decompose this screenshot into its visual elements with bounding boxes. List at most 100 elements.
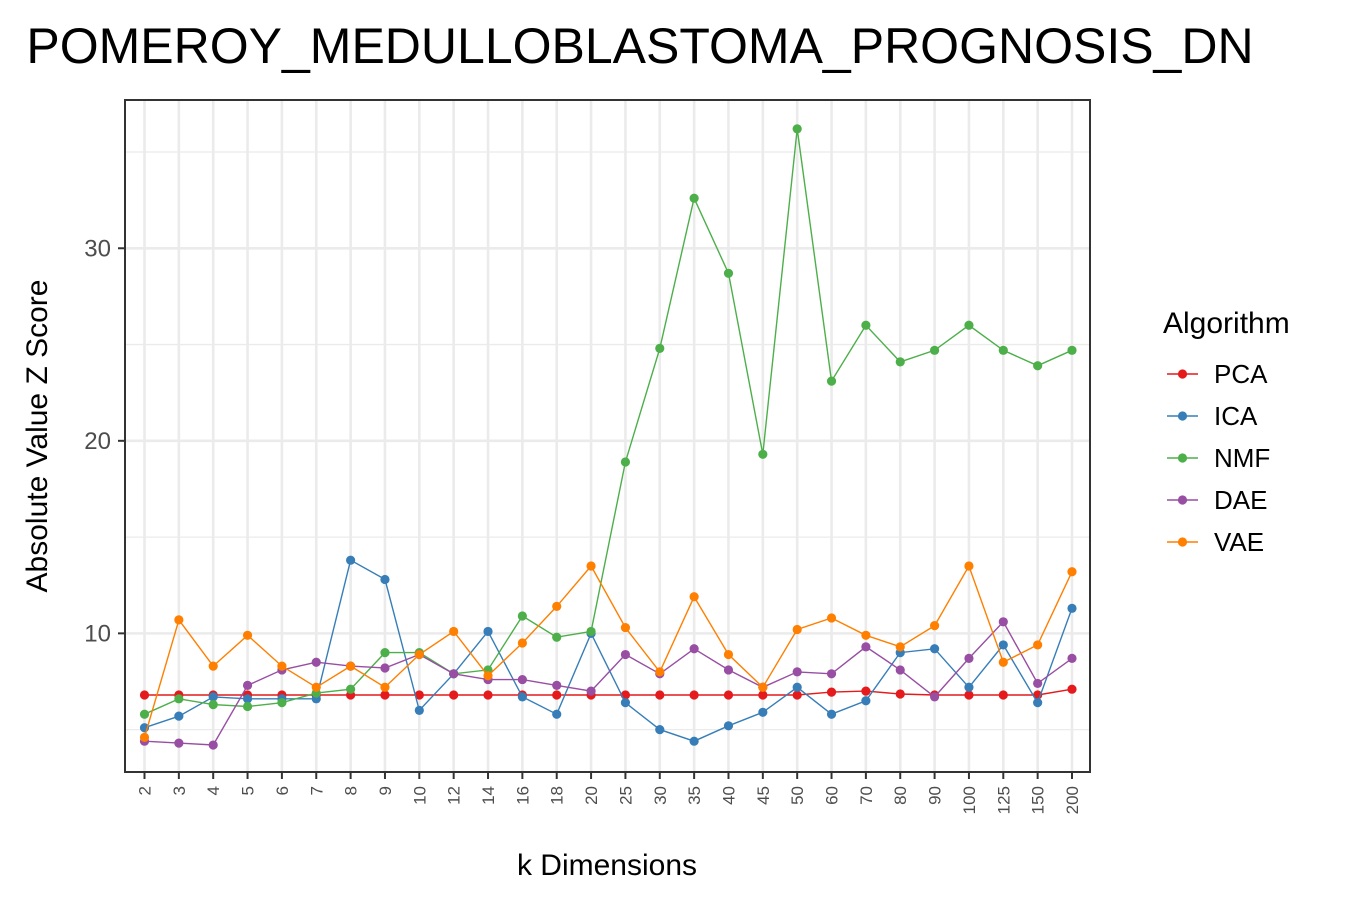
data-point-dae — [929, 692, 940, 702]
data-point-vae — [517, 638, 527, 648]
data-point-ica — [552, 709, 562, 719]
data-point-ica — [964, 682, 974, 692]
data-point-vae — [758, 682, 768, 692]
data-point-dae — [174, 738, 184, 748]
data-point-vae — [208, 661, 218, 671]
data-point-vae — [174, 615, 184, 625]
data-point-pca — [414, 690, 424, 700]
x-tick-label: 14 — [479, 786, 498, 805]
data-point-dae — [964, 653, 974, 663]
series-line-nmf — [144, 128, 1073, 715]
data-point-dae — [586, 686, 596, 696]
data-point-dae — [792, 667, 802, 677]
data-point-ica — [1033, 698, 1043, 708]
data-point-pca — [723, 690, 734, 700]
data-point-vae — [242, 630, 253, 640]
data-point-pca — [449, 690, 459, 700]
x-tick-label: 60 — [823, 786, 842, 805]
data-point-vae — [1067, 567, 1077, 577]
data-point-dae — [826, 669, 837, 679]
x-tick-label: 2 — [136, 786, 155, 795]
data-point-vae — [723, 649, 734, 660]
x-tick-label: 6 — [273, 786, 292, 795]
x-tick-label: 5 — [239, 786, 258, 795]
data-point-vae — [139, 732, 150, 742]
series-vae — [139, 561, 1077, 742]
data-point-dae — [689, 644, 699, 654]
x-tick-label: 12 — [445, 786, 464, 805]
data-point-dae — [380, 663, 390, 673]
data-point-vae — [346, 661, 356, 671]
x-tick-label: 40 — [719, 786, 738, 805]
x-tick-label: 10 — [410, 786, 429, 805]
data-point-ica — [483, 626, 493, 637]
data-point-vae — [380, 682, 390, 692]
data-point-vae — [277, 661, 287, 671]
data-point-ica — [174, 711, 184, 721]
y-tick-label: 20 — [84, 428, 111, 455]
data-point-pca — [1067, 684, 1077, 694]
data-point-nmf — [174, 694, 184, 704]
data-point-nmf — [895, 357, 905, 367]
data-point-nmf — [689, 193, 699, 203]
data-point-nmf — [277, 698, 287, 708]
data-point-dae — [449, 669, 459, 679]
data-point-pca — [689, 690, 699, 700]
x-tick-label: 70 — [857, 786, 876, 805]
data-point-dae — [1033, 678, 1043, 689]
data-point-nmf — [208, 700, 218, 710]
data-point-dae — [861, 642, 871, 652]
x-tick-label: 150 — [1029, 786, 1048, 814]
data-point-ica — [723, 721, 734, 731]
data-point-dae — [311, 657, 321, 667]
data-point-ica — [792, 682, 802, 692]
data-point-dae — [895, 665, 905, 675]
data-point-vae — [998, 657, 1008, 667]
data-point-vae — [1033, 640, 1043, 650]
data-point-vae — [895, 642, 905, 652]
data-point-ica — [242, 694, 253, 704]
data-point-pca — [655, 690, 665, 700]
data-point-nmf — [586, 626, 596, 637]
data-point-vae — [586, 561, 596, 571]
legend-swatch-point — [1177, 495, 1188, 505]
data-point-vae — [620, 622, 631, 633]
x-tick-label: 18 — [548, 786, 567, 805]
data-point-pca — [139, 690, 150, 700]
data-point-dae — [552, 680, 562, 690]
data-point-pca — [483, 690, 493, 700]
legend-item-ica: ICA — [1167, 401, 1258, 431]
legend-label: NMF — [1214, 443, 1270, 473]
data-point-ica — [929, 644, 940, 654]
data-point-nmf — [964, 320, 974, 330]
data-point-pca — [758, 690, 768, 700]
data-point-vae — [861, 630, 871, 640]
x-tick-label: 50 — [788, 786, 807, 805]
data-point-pca — [792, 690, 802, 700]
data-point-ica — [826, 709, 837, 719]
x-tick-label: 35 — [685, 786, 704, 805]
x-tick-label: 90 — [926, 786, 945, 805]
y-tick-label: 30 — [84, 235, 111, 262]
data-point-ica — [655, 725, 665, 735]
series-line-pca — [144, 688, 1073, 696]
data-point-pca — [826, 687, 837, 697]
data-point-dae — [517, 674, 527, 685]
legend-item-vae: VAE — [1167, 527, 1264, 557]
chart-title: POMEROY_MEDULLOBLASTOMA_PROGNOSIS_DN — [26, 18, 1253, 74]
x-tick-label: 8 — [342, 786, 361, 795]
data-point-dae — [1067, 653, 1077, 663]
data-point-nmf — [929, 345, 940, 355]
data-point-pca — [861, 686, 871, 696]
data-point-nmf — [242, 701, 253, 712]
plot-series — [139, 124, 1077, 750]
legend-swatch-point — [1177, 411, 1188, 421]
legend-swatch-point — [1177, 537, 1188, 547]
data-point-pca — [895, 689, 905, 699]
x-tick-label: 30 — [651, 786, 670, 805]
data-point-nmf — [655, 343, 665, 353]
data-point-nmf — [552, 632, 562, 642]
data-point-ica — [208, 692, 218, 702]
y-tick-label: 10 — [84, 620, 111, 647]
